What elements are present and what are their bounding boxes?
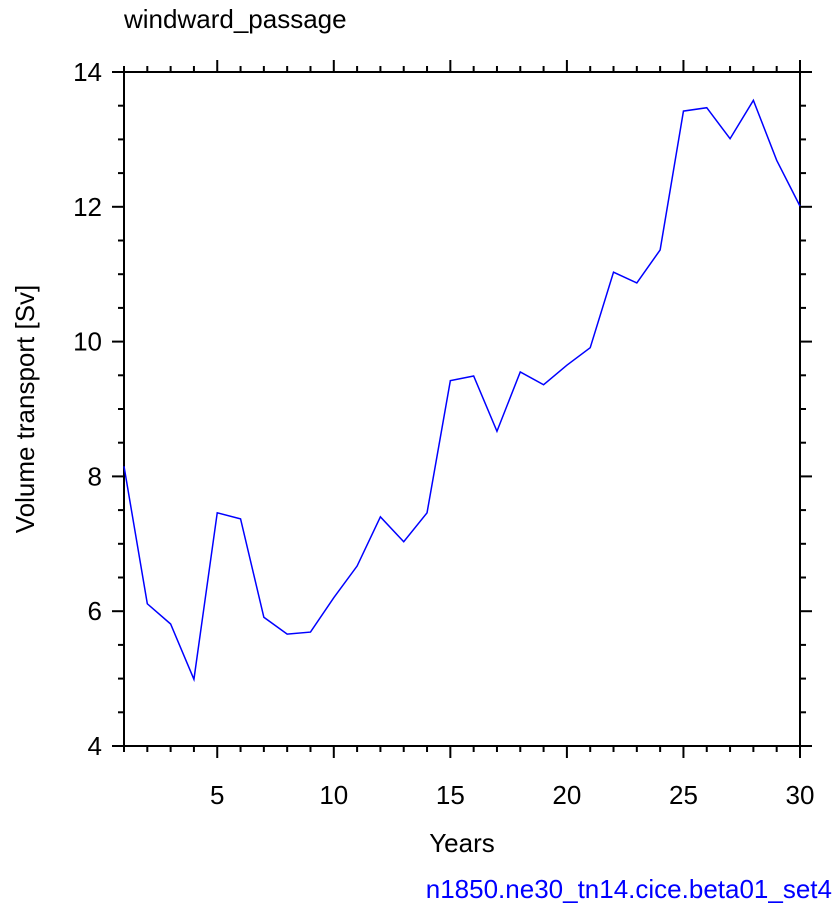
- x-tick-label: 20: [552, 780, 581, 810]
- y-axis-label: Volume transport [Sv]: [10, 285, 40, 534]
- y-tick-label: 6: [88, 596, 102, 626]
- x-tick-label: 30: [786, 780, 815, 810]
- chart-title: windward_passage: [123, 4, 347, 34]
- data-line: [123, 98, 801, 683]
- y-tick-label: 10: [73, 327, 102, 357]
- plot-frame: [123, 71, 801, 747]
- subtitle: n1850.ne30_tn14.cice.beta01_set4: [426, 874, 832, 904]
- y-tick-label: 12: [73, 192, 102, 222]
- x-tick-label: 10: [319, 780, 348, 810]
- x-tick-label: 5: [210, 780, 224, 810]
- x-tick-label: 25: [669, 780, 698, 810]
- x-axis-label: Years: [429, 828, 495, 858]
- y-tick-label: 14: [73, 57, 102, 87]
- y-tick-label: 8: [88, 461, 102, 491]
- y-tick-label: 4: [88, 731, 102, 761]
- x-tick-label: 15: [436, 780, 465, 810]
